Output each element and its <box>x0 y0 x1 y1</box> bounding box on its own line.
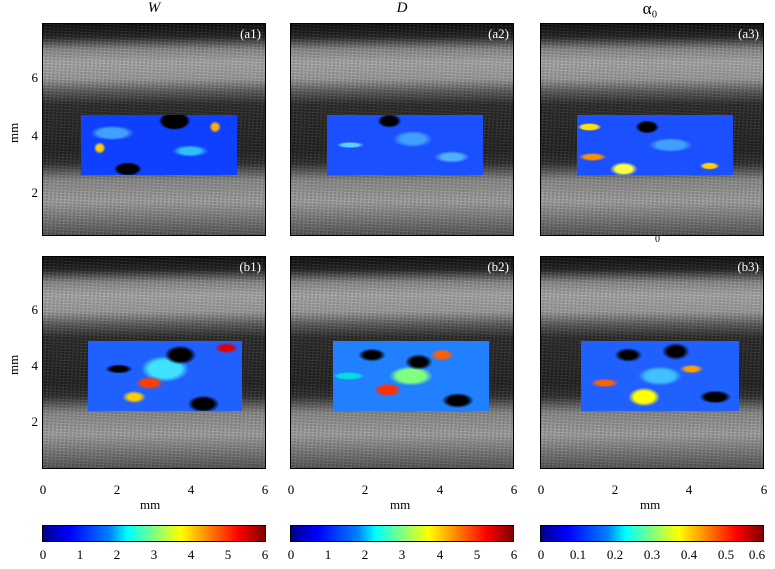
colorbar-tick-label: 0.2 <box>606 547 624 562</box>
panel-label: (b3) <box>737 259 759 274</box>
panel-label: (b1) <box>239 259 261 274</box>
colorbar-tick-label: 2 <box>361 547 369 562</box>
panel-label: (a3) <box>738 26 759 41</box>
x-axis-unit: mm <box>390 497 411 512</box>
colorbar-w <box>42 525 266 542</box>
panel-label: (b2) <box>487 259 509 274</box>
colorbar-tick-label: 0.4 <box>680 547 698 562</box>
column-title-d: D <box>396 0 408 16</box>
xtick-label: 4 <box>685 482 693 497</box>
y-axis-unit: mm <box>6 122 21 143</box>
colorbar-tick-label: 0 <box>537 547 545 562</box>
colorbar-d <box>290 525 514 542</box>
parametric-overlay <box>88 341 242 411</box>
colorbar-tick-label: 6 <box>261 547 269 562</box>
ytick-label: 6 <box>31 70 39 85</box>
colorbar-tick-label: 3 <box>398 547 406 562</box>
xtick-label: 2 <box>361 482 369 497</box>
ytick-label: 4 <box>31 358 39 373</box>
colorbar-tick-label: 4 <box>436 547 444 562</box>
colorbar-tick-label: 1 <box>76 547 84 562</box>
colorbar-tick-label: 0 <box>39 547 47 562</box>
ytick-label: 2 <box>31 414 39 429</box>
xtick-label: 6 <box>760 482 768 497</box>
panel-a1: (a1) <box>42 23 266 236</box>
xtick-label: 0 <box>537 482 545 497</box>
colorbar-alpha0 <box>540 525 764 542</box>
panel-b2: (b2) <box>290 256 514 469</box>
parametric-overlay <box>581 341 739 411</box>
x-axis-unit: mm <box>640 497 661 512</box>
panel-b3: (b3) <box>540 256 764 469</box>
panel-a3: (a3) <box>540 23 764 236</box>
column-title-w: W <box>147 0 161 16</box>
parametric-overlay <box>333 341 489 411</box>
colorbar-tick-label: 0.6 <box>748 547 766 562</box>
y-axis-unit: mm <box>6 354 21 375</box>
xtick-label: 6 <box>261 482 269 497</box>
colorbar-tick-label: 5 <box>224 547 232 562</box>
colorbar-tick-label: 0 <box>287 547 295 562</box>
ytick-label: 6 <box>31 302 39 317</box>
column-title-alpha0: α₀ <box>642 0 658 18</box>
parametric-overlay <box>577 115 733 175</box>
colorbar-tick-label: 6 <box>510 547 518 562</box>
xtick-label: 4 <box>187 482 195 497</box>
xtick-label: 2 <box>611 482 619 497</box>
colorbar-tick-label: 0.3 <box>643 547 661 562</box>
parametric-overlay <box>81 115 237 175</box>
colorbar-tick-label: 0.1 <box>569 547 587 562</box>
colorbar-tick-label: 5 <box>473 547 481 562</box>
xtick-label: 0 <box>287 482 295 497</box>
xtick-label: 6 <box>510 482 518 497</box>
ytick-label: 2 <box>31 185 39 200</box>
x-axis-unit: mm <box>140 497 161 512</box>
ytick-label: 4 <box>31 128 39 143</box>
xtick-label: 4 <box>436 482 444 497</box>
colorbar-tick-label: 1 <box>324 547 332 562</box>
panel-a2: (a2) <box>290 23 514 236</box>
colorbar-tick-label: 0.5 <box>717 547 735 562</box>
parametric-overlay <box>327 115 483 175</box>
colorbar-tick-label: 2 <box>113 547 121 562</box>
panel-b1: (b1) <box>42 256 266 469</box>
stray-mark: 0 <box>655 234 660 245</box>
xtick-label: 2 <box>113 482 121 497</box>
colorbar-tick-label: 4 <box>187 547 195 562</box>
colorbar-tick-label: 3 <box>150 547 158 562</box>
panel-label: (a2) <box>488 26 509 41</box>
xtick-label: 0 <box>39 482 47 497</box>
panel-label: (a1) <box>240 26 261 41</box>
